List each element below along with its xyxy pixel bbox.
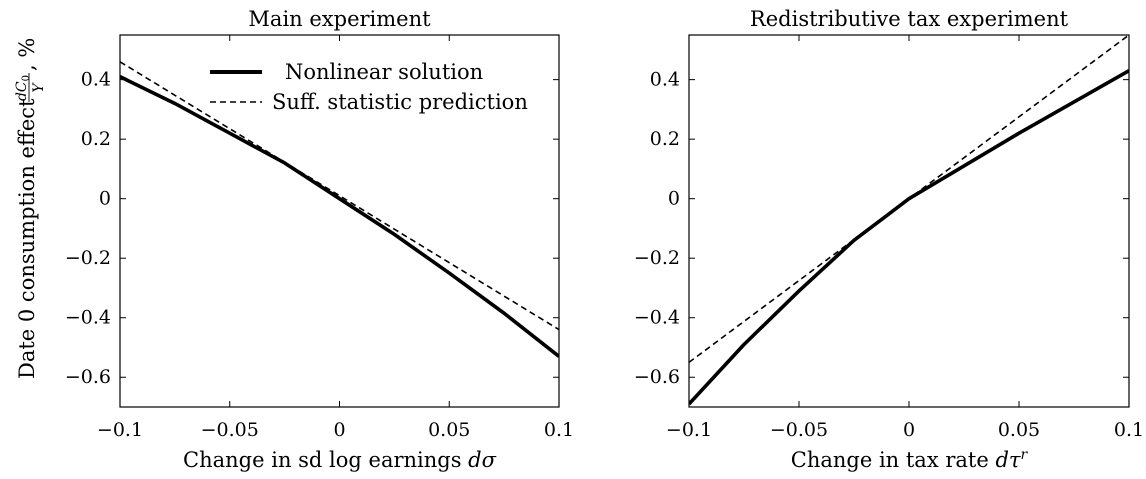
y-axis-label-unit: , % (15, 38, 39, 71)
series-suff-statistic-prediction-line (689, 35, 1129, 364)
x-axis-label: Change in tax rate dτr (791, 447, 1029, 472)
y-tick-label: −0.2 (634, 247, 680, 269)
y-tick-label: −0.4 (65, 307, 111, 329)
y-tick-label: −0.2 (65, 247, 111, 269)
x-axis-label: Change in sd log earnings dσ (183, 448, 497, 472)
x-tick-label: −0.05 (770, 419, 828, 441)
series-nonlinear-solution-line (120, 75, 559, 358)
y-tick-label: 0.2 (81, 128, 111, 150)
legend: Nonlinear solution Suff. statistic predic… (210, 60, 528, 114)
chart-panel-2: −0.1 −0.05 0 0.05 0.1 −0.6 −0.4 −0.2 0 0.2 0.4 Redi… (634, 7, 1144, 472)
y-axis-label-text: Date 0 consumption effect (15, 98, 39, 379)
chart-title: Main experiment (248, 7, 431, 31)
y-tick-label: −0.4 (634, 307, 680, 329)
series-suff-statistic-prediction-line (120, 61, 559, 331)
plot-frame (119, 34, 560, 408)
x-tick-label: 0.1 (1114, 419, 1144, 441)
x-tick-label: −0.1 (97, 419, 143, 441)
y-tick-label: −0.6 (65, 366, 111, 388)
x-tick-label: 0 (333, 419, 345, 441)
x-tick-label: 0.05 (428, 419, 470, 441)
chart-panel-1: −0.1 −0.05 0 0.05 0.1 −0.6 −0.4 −0.2 0 0.2 0.4 Main… (14, 7, 574, 472)
y-tick-label: 0 (99, 188, 111, 210)
series-nonlinear-solution-line (689, 69, 1129, 406)
x-tick-label: 0.05 (998, 419, 1040, 441)
x-tick-label: 0 (903, 419, 915, 441)
x-tick-label: −0.05 (201, 419, 259, 441)
y-tick-label: 0 (668, 188, 680, 210)
y-tick-label: 0.4 (81, 69, 111, 91)
x-tick-label: 0.1 (544, 419, 574, 441)
legend-label: Suff. statistic prediction (272, 90, 528, 114)
plot-frame (688, 34, 1130, 408)
legend-label: Nonlinear solution (285, 60, 483, 84)
chart-title: Redistributive tax experiment (750, 7, 1069, 31)
y-tick-label: −0.6 (634, 366, 680, 388)
x-tick-label: −0.1 (666, 419, 712, 441)
y-axis-fraction-num: dC0 (14, 75, 32, 101)
y-tick-label: 0.2 (650, 128, 680, 150)
y-tick-label: 0.4 (650, 69, 680, 91)
y-axis-fraction-den: Y (31, 82, 47, 93)
